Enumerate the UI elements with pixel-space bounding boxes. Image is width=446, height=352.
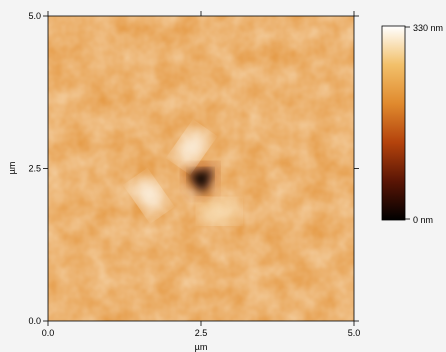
y-axis-label: µm [7,162,17,175]
indent-pit [188,169,213,194]
pile-up-3 [199,198,239,224]
colorbar-gradient [381,25,406,221]
colorbar-min-label: 0 nm [413,215,433,225]
surface-features [133,129,239,224]
pile-up-1 [176,129,207,165]
x-tick-label: 5.0 [348,328,361,338]
x-axis: 0.0 2.5 5.0 [42,11,361,338]
y-tick-label: 5.0 [28,11,41,21]
height-map-plot [47,15,355,322]
x-axis-label: µm [195,342,208,352]
x-tick-label: 0.0 [42,328,55,338]
y-tick-label: 0.0 [28,316,41,326]
surface-texture [48,16,354,321]
colorbar: 330 nm 0 nm [381,23,443,225]
x-tick-label: 2.5 [195,328,208,338]
y-tick-label: 2.5 [28,164,41,174]
colorbar-max-label: 330 nm [413,23,443,33]
y-axis: 0.0 2.5 5.0 [28,11,359,326]
pile-up-2 [133,178,165,214]
